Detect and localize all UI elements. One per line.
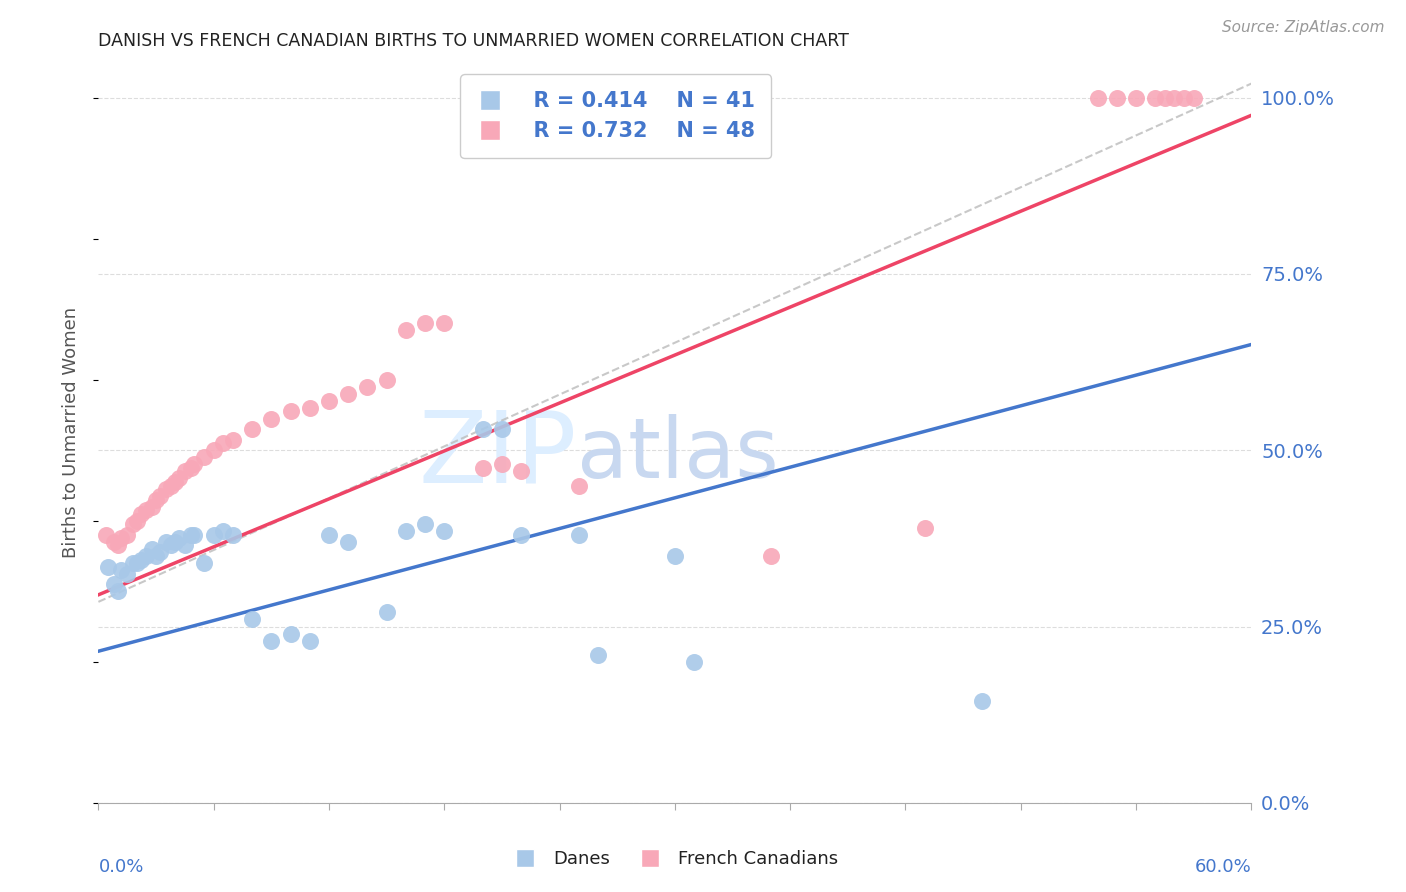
Point bbox=[240, 422, 263, 436]
Point bbox=[1105, 91, 1128, 105]
Point bbox=[222, 433, 245, 447]
Point bbox=[337, 387, 360, 401]
Y-axis label: Births to Unmarried Women: Births to Unmarried Women bbox=[62, 307, 80, 558]
Point bbox=[280, 626, 302, 640]
Point bbox=[260, 633, 283, 648]
Point bbox=[141, 541, 163, 556]
Point bbox=[356, 380, 378, 394]
Point bbox=[1163, 91, 1185, 105]
Point bbox=[107, 538, 129, 552]
Point bbox=[122, 556, 145, 570]
Point bbox=[491, 458, 513, 472]
Point bbox=[568, 528, 591, 542]
Point bbox=[240, 612, 263, 626]
Point bbox=[117, 528, 139, 542]
Point bbox=[510, 464, 533, 478]
Point bbox=[759, 549, 782, 563]
Point bbox=[375, 373, 398, 387]
Point bbox=[183, 528, 205, 542]
Point bbox=[145, 549, 167, 563]
Point bbox=[165, 475, 187, 489]
Legend: Danes, French Canadians: Danes, French Canadians bbox=[505, 843, 845, 875]
Point bbox=[202, 443, 225, 458]
Point bbox=[174, 464, 197, 478]
Point bbox=[129, 552, 152, 566]
Point bbox=[337, 535, 360, 549]
Point bbox=[180, 461, 202, 475]
Point bbox=[664, 549, 686, 563]
Point bbox=[193, 450, 215, 465]
Point bbox=[141, 500, 163, 514]
Point bbox=[149, 545, 172, 559]
Point bbox=[94, 528, 117, 542]
Point bbox=[212, 524, 235, 539]
Point bbox=[193, 556, 215, 570]
Point bbox=[183, 458, 205, 472]
Point bbox=[1182, 91, 1205, 105]
Point bbox=[155, 482, 177, 496]
Point bbox=[568, 478, 591, 492]
Point bbox=[280, 404, 302, 418]
Point bbox=[174, 538, 197, 552]
Point bbox=[471, 461, 494, 475]
Point bbox=[1087, 91, 1109, 105]
Point bbox=[318, 393, 340, 408]
Point bbox=[125, 514, 148, 528]
Point bbox=[222, 528, 245, 542]
Point bbox=[298, 401, 321, 415]
Point bbox=[212, 436, 235, 450]
Point bbox=[117, 566, 139, 581]
Point bbox=[107, 584, 129, 599]
Point bbox=[914, 521, 936, 535]
Point bbox=[972, 693, 994, 707]
Point bbox=[1144, 91, 1167, 105]
Point bbox=[167, 471, 190, 485]
Point bbox=[433, 316, 456, 330]
Point bbox=[413, 316, 436, 330]
Text: atlas: atlas bbox=[576, 414, 779, 495]
Text: ZIP: ZIP bbox=[419, 407, 576, 503]
Text: 0.0%: 0.0% bbox=[98, 858, 143, 876]
Point bbox=[145, 492, 167, 507]
Point bbox=[471, 422, 494, 436]
Point bbox=[491, 422, 513, 436]
Point bbox=[586, 648, 609, 662]
Point bbox=[110, 532, 132, 546]
Point bbox=[135, 549, 157, 563]
Point bbox=[155, 535, 177, 549]
Text: 60.0%: 60.0% bbox=[1195, 858, 1251, 876]
Point bbox=[129, 507, 152, 521]
Point bbox=[510, 528, 533, 542]
Point bbox=[1173, 91, 1195, 105]
Point bbox=[180, 528, 202, 542]
Text: Source: ZipAtlas.com: Source: ZipAtlas.com bbox=[1222, 20, 1385, 35]
Point bbox=[135, 503, 157, 517]
Point bbox=[260, 411, 283, 425]
Point bbox=[395, 323, 418, 337]
Point bbox=[413, 517, 436, 532]
Point bbox=[375, 606, 398, 620]
Point bbox=[395, 524, 418, 539]
Point bbox=[202, 528, 225, 542]
Point bbox=[125, 556, 148, 570]
Point bbox=[167, 532, 190, 546]
Point bbox=[165, 535, 187, 549]
Point bbox=[103, 535, 125, 549]
Point bbox=[122, 517, 145, 532]
Point bbox=[433, 524, 456, 539]
Point bbox=[1125, 91, 1147, 105]
Text: DANISH VS FRENCH CANADIAN BIRTHS TO UNMARRIED WOMEN CORRELATION CHART: DANISH VS FRENCH CANADIAN BIRTHS TO UNMA… bbox=[98, 32, 849, 50]
Point bbox=[1154, 91, 1177, 105]
Point bbox=[149, 489, 172, 503]
Point bbox=[298, 633, 321, 648]
Point bbox=[97, 559, 120, 574]
Point bbox=[160, 478, 183, 492]
Point bbox=[110, 563, 132, 577]
Point bbox=[103, 577, 125, 591]
Point bbox=[160, 538, 183, 552]
Point bbox=[683, 655, 706, 669]
Point bbox=[318, 528, 340, 542]
